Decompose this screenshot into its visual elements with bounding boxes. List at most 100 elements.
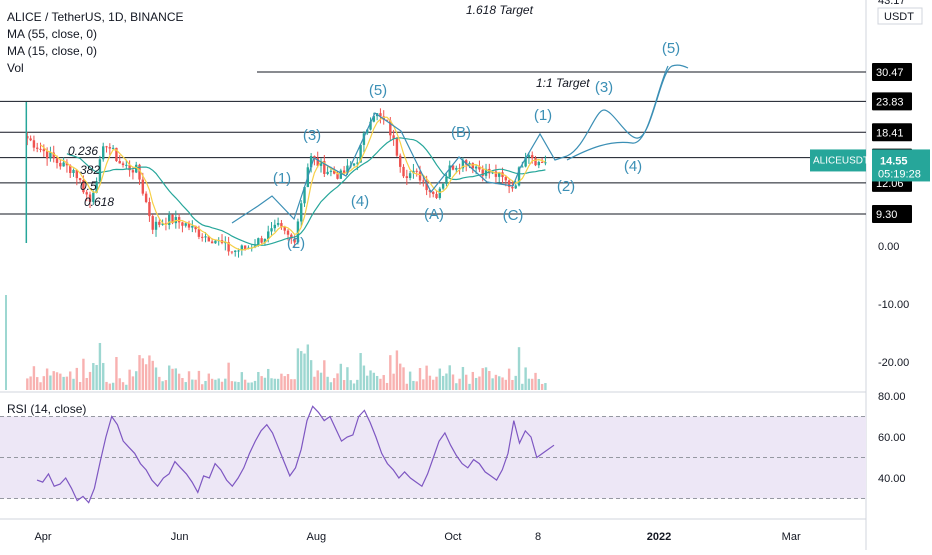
volume-bar <box>69 371 72 390</box>
candle-body <box>69 165 72 174</box>
volume-bar <box>534 372 537 390</box>
currency-box <box>877 7 923 25</box>
volume-bar <box>177 373 181 390</box>
candle-body <box>399 155 402 167</box>
time-tick-label: Oct <box>444 531 461 543</box>
candle-body <box>425 181 428 191</box>
candle-body <box>214 240 217 244</box>
candle-body <box>389 120 392 136</box>
volume-bar <box>276 378 280 390</box>
candle-body <box>441 183 445 189</box>
level-tag <box>872 205 912 223</box>
candle-body <box>210 241 214 244</box>
volume-bar <box>488 371 491 390</box>
volume-bar <box>32 366 36 390</box>
price-tick-label: 0.00 <box>878 241 899 253</box>
candle-body <box>161 223 164 225</box>
level-tag-label: 23.83 <box>876 96 904 108</box>
volume-bar <box>154 367 158 390</box>
volume-bar <box>395 350 399 390</box>
price-axis[interactable]: 30.4723.8318.4114.9012.069.3043.17USDT0.… <box>810 0 930 485</box>
candle-body <box>191 225 194 228</box>
volume-bar <box>309 360 313 390</box>
legend-vol[interactable]: Vol <box>7 61 24 75</box>
candle-body <box>45 151 49 159</box>
volume-bar <box>75 367 79 390</box>
candle-body <box>141 179 145 194</box>
candle-body <box>36 147 39 149</box>
candle-body <box>234 250 237 252</box>
candle-body <box>184 223 187 226</box>
legend-ma15[interactable]: MA (15, close, 0) <box>7 44 98 58</box>
volume-bar <box>359 353 362 390</box>
fib-label: 0.5 <box>80 179 97 193</box>
candle-body <box>237 250 240 252</box>
volume-bar <box>36 377 39 390</box>
candle-body <box>230 251 234 253</box>
candle-body <box>514 185 517 189</box>
candle-body <box>207 236 211 242</box>
volume-bar <box>39 382 42 390</box>
currency-label: USDT <box>884 11 914 23</box>
wave-label: (4) <box>351 193 369 210</box>
candle-body <box>194 225 197 230</box>
volume-bar <box>78 381 82 390</box>
candle-body <box>49 152 52 159</box>
candle-body <box>270 228 273 232</box>
volume-bar <box>531 378 534 390</box>
rsi-legend[interactable]: RSI (14, close) <box>7 402 87 416</box>
volume-bar <box>257 371 260 390</box>
candle-body <box>26 136 29 139</box>
wave-label: (1) <box>273 170 291 187</box>
candle-body <box>148 202 151 217</box>
wave-label: (3) <box>303 127 321 144</box>
legend-ma55[interactable]: MA (55, close, 0) <box>7 27 98 41</box>
volume-bar <box>151 360 154 390</box>
candle-body <box>276 223 280 225</box>
candle-body <box>540 162 544 164</box>
candle-body <box>435 193 438 198</box>
candle-body <box>39 148 42 150</box>
volume-bar <box>392 373 395 390</box>
volume-bar <box>95 364 98 390</box>
volume-bar <box>148 355 151 390</box>
volume-bar <box>234 381 237 390</box>
candle-body <box>280 223 283 227</box>
candle-body <box>369 121 372 130</box>
volume-bar <box>187 371 191 390</box>
volume-bar <box>286 374 290 390</box>
volume-bar <box>26 378 29 390</box>
candle-body <box>366 129 369 134</box>
volume-bar <box>85 377 88 390</box>
chart-legend: ALICE / TetherUS, 1D, BINANCE MA (55, cl… <box>7 9 184 77</box>
volume-bar <box>118 378 121 390</box>
volume-bar <box>52 371 55 390</box>
volume-bar <box>92 363 95 390</box>
level-tag <box>872 92 912 111</box>
wave-label: (3) <box>595 79 613 96</box>
candle-body <box>92 192 95 202</box>
candle-body <box>224 242 227 244</box>
volume-bar <box>362 365 366 390</box>
volume-bar <box>174 368 178 390</box>
volume-bar <box>207 373 211 390</box>
candle-body <box>111 147 115 149</box>
symbol-tag <box>810 149 866 172</box>
volume-bar <box>389 355 392 390</box>
volume-bar <box>346 367 349 390</box>
level-tag-label: 18.41 <box>876 127 904 139</box>
candle-body <box>432 191 435 194</box>
candle-body <box>392 135 395 139</box>
candle-body <box>125 164 128 166</box>
time-axis[interactable]: Apr Jun Aug Oct 8 2022 Mar <box>34 531 801 543</box>
volume-bar <box>333 378 336 390</box>
volume-bar <box>82 358 85 390</box>
legend-symbol[interactable]: ALICE / TetherUS, 1D, BINANCE <box>7 10 184 24</box>
candle-body <box>243 245 247 249</box>
candle-body <box>267 231 270 240</box>
candle-body <box>316 158 319 166</box>
volume-bar <box>326 376 329 390</box>
volume-bar <box>270 378 273 390</box>
